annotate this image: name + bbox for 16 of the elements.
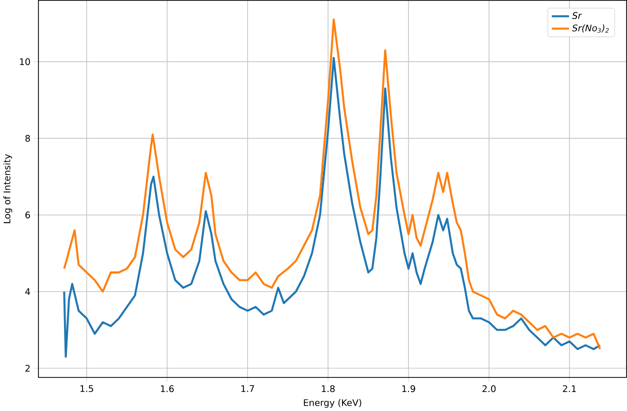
- x-tick-label: 1.6: [160, 385, 174, 392]
- x-tick-label: 2.0: [482, 385, 496, 392]
- y-tick-label: 8: [25, 134, 30, 142]
- y-axis-title: Log of Intensity: [3, 154, 12, 223]
- x-tick-label: 1.9: [402, 385, 416, 392]
- x-tick-label: 1.8: [322, 385, 335, 392]
- y-tick-label: 4: [25, 288, 30, 295]
- x-tick-label: 2.1: [562, 385, 576, 392]
- y-tick-label: 10: [20, 58, 30, 66]
- y-tick-label: 2: [25, 364, 30, 372]
- y-tick-label: 6: [25, 211, 30, 218]
- x-tick-label: 1.7: [241, 385, 254, 392]
- x-tick-label: 1.5: [80, 385, 94, 392]
- legend-label: Sr: [572, 12, 582, 19]
- x-axis-title: Energy (KeV): [304, 398, 362, 408]
- legend-label: Sr(No$_{3}$)$_{2}$: [572, 24, 609, 33]
